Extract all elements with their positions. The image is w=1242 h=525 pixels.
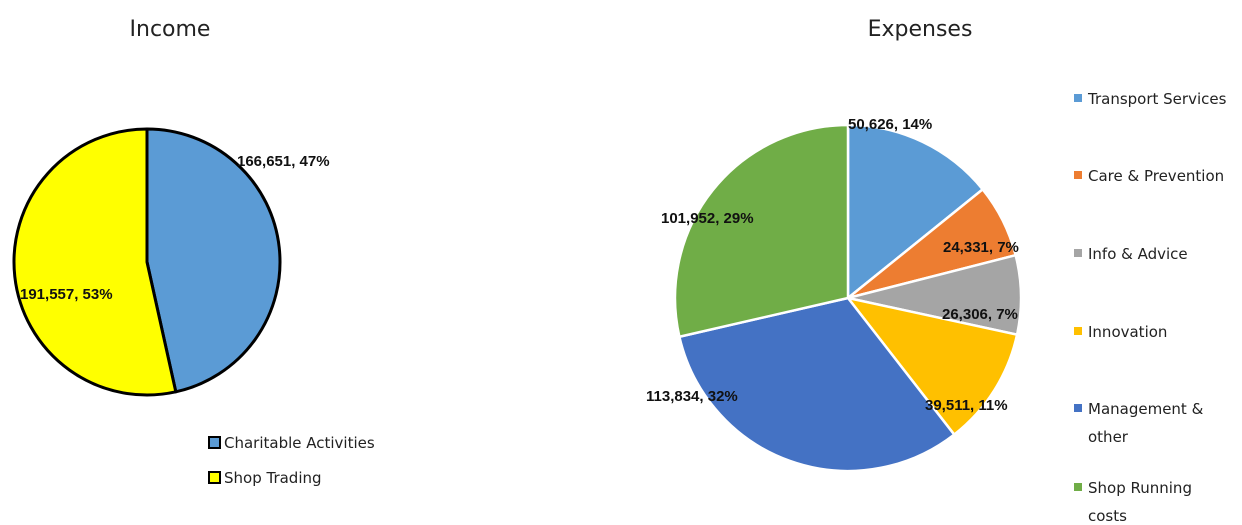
income-legend-item-shop-trading: Shop Trading xyxy=(209,469,322,487)
expenses-legend-item-innovation: Innovation xyxy=(1074,323,1167,341)
expenses-label-info-advice: 26,306, 7% xyxy=(942,306,1018,323)
expenses-legend-label-transport-services: Transport Services xyxy=(1087,90,1227,108)
expenses-legend-item-care-prevention: Care & Prevention xyxy=(1074,167,1224,185)
expenses-label-shop-running-costs: 101,952, 29% xyxy=(661,210,754,227)
expenses-slice-shop-running-costs xyxy=(675,125,848,337)
income-legend-item-charitable-activities: Charitable Activities xyxy=(209,434,375,452)
income-legend-swatch-shop-trading xyxy=(209,472,220,483)
expenses-legend-swatch-shop-running-costs xyxy=(1074,483,1082,491)
expenses-legend-label-innovation: Innovation xyxy=(1088,323,1167,341)
expenses-legend-swatch-innovation xyxy=(1074,327,1082,335)
income-title: Income xyxy=(130,17,211,42)
income-chart: Income 166,651, 47% 191,557, 53% Charita… xyxy=(14,17,375,487)
expenses-legend-item-info-advice: Info & Advice xyxy=(1074,245,1188,263)
expenses-legend: Transport Services Care & Prevention Inf… xyxy=(1074,90,1227,525)
expenses-legend-swatch-info-advice xyxy=(1074,249,1082,257)
expenses-label-care-prevention: 24,331, 7% xyxy=(943,239,1019,256)
expenses-legend-label-care-prevention: Care & Prevention xyxy=(1088,167,1224,185)
expenses-legend-item-management-other: Management & other xyxy=(1074,400,1204,446)
expenses-legend-swatch-transport-services xyxy=(1074,94,1082,102)
expenses-slices xyxy=(675,125,1021,471)
expenses-legend-label-shop-running-costs-line1: Shop Running xyxy=(1088,479,1192,497)
expenses-label-innovation: 39,511, 11% xyxy=(925,397,1008,414)
income-label-charitable-activities: 166,651, 47% xyxy=(237,153,330,170)
expenses-legend-label-management-other-line1: Management & xyxy=(1088,400,1204,418)
expenses-label-transport-services: 50,626, 14% xyxy=(848,116,932,133)
income-label-shop-trading: 191,557, 53% xyxy=(20,286,113,303)
expenses-legend-swatch-care-prevention xyxy=(1074,171,1082,179)
expenses-label-management-other: 113,834, 32% xyxy=(646,388,738,405)
expenses-legend-swatch-management-other xyxy=(1074,404,1082,412)
expenses-legend-label-shop-running-costs-line2: costs xyxy=(1088,507,1127,525)
income-legend-label-shop-trading: Shop Trading xyxy=(224,469,322,487)
expenses-chart: Expenses 50,626, 14% 24,331, 7% 26,306, … xyxy=(646,17,1227,525)
expenses-legend-label-info-advice: Info & Advice xyxy=(1088,245,1188,263)
income-legend-label-charitable-activities: Charitable Activities xyxy=(224,434,375,452)
income-legend: Charitable Activities Shop Trading xyxy=(209,434,375,487)
expenses-legend-label-management-other-line2: other xyxy=(1088,428,1129,446)
expenses-legend-item-shop-running-costs: Shop Running costs xyxy=(1074,479,1192,525)
expenses-title: Expenses xyxy=(868,17,973,42)
income-legend-swatch-charitable-activities xyxy=(209,437,220,448)
expenses-legend-item-transport-services: Transport Services xyxy=(1074,90,1227,108)
